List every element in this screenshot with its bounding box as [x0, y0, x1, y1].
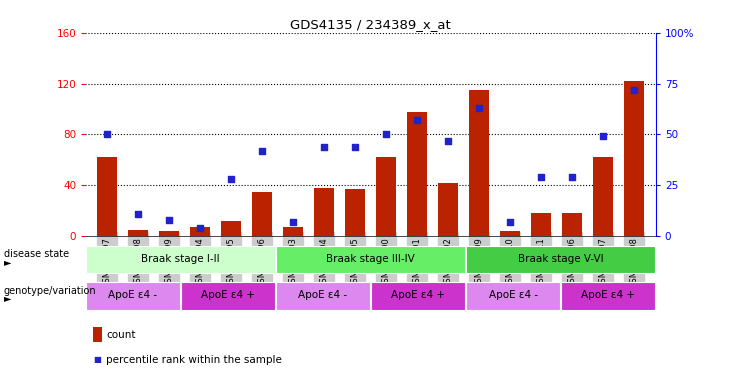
Point [380, 131, 392, 137]
Text: count: count [106, 330, 136, 340]
Text: ApoE ε4 +: ApoE ε4 + [201, 290, 255, 300]
Bar [407, 111, 427, 236]
Bar [276, 282, 370, 310]
Bar [624, 81, 644, 236]
Text: genotype/variation: genotype/variation [4, 286, 96, 296]
Bar [128, 230, 148, 236]
Bar [283, 227, 303, 236]
Text: ApoE ε4 +: ApoE ε4 + [391, 290, 445, 300]
Point [504, 219, 516, 225]
Title: GDS4135 / 234389_x_at: GDS4135 / 234389_x_at [290, 18, 451, 31]
Bar [466, 282, 560, 310]
Text: Braak stage III-IV: Braak stage III-IV [326, 254, 415, 264]
Text: ■: ■ [93, 355, 101, 364]
Bar [500, 231, 520, 236]
Bar [562, 213, 582, 236]
Text: ►: ► [4, 293, 11, 303]
Bar [314, 188, 334, 236]
Text: disease state: disease state [4, 249, 69, 259]
Text: ApoE ε4 -: ApoE ε4 - [488, 290, 538, 300]
Point [442, 137, 454, 144]
Text: percentile rank within the sample: percentile rank within the sample [106, 355, 282, 365]
Bar [97, 157, 117, 236]
Point [566, 174, 578, 180]
Point [225, 176, 237, 182]
Point [132, 211, 144, 217]
Point [597, 133, 609, 139]
Point [287, 219, 299, 225]
Bar [159, 231, 179, 236]
Bar [181, 282, 275, 310]
Bar [593, 157, 613, 236]
Bar [221, 221, 241, 236]
Bar [562, 282, 655, 310]
Point [535, 174, 547, 180]
Text: Braak stage V-VI: Braak stage V-VI [518, 254, 603, 264]
Text: ►: ► [4, 257, 11, 267]
Point [194, 225, 206, 231]
Bar [376, 157, 396, 236]
Bar [86, 282, 179, 310]
Point [256, 147, 268, 154]
Point [473, 105, 485, 111]
Bar [190, 227, 210, 236]
Bar [86, 246, 275, 273]
Bar [276, 246, 465, 273]
Bar [466, 246, 655, 273]
Bar [371, 282, 465, 310]
Point [411, 117, 423, 123]
Point [318, 144, 330, 150]
Bar [469, 90, 489, 236]
Bar [531, 213, 551, 236]
Bar [345, 189, 365, 236]
Point [628, 86, 640, 93]
Point [101, 131, 113, 137]
Text: ApoE ε4 -: ApoE ε4 - [299, 290, 348, 300]
Bar [438, 183, 458, 236]
Text: ApoE ε4 +: ApoE ε4 + [581, 290, 635, 300]
Bar [252, 192, 272, 236]
Point [349, 144, 361, 150]
Text: Braak stage I-II: Braak stage I-II [141, 254, 219, 264]
Point [163, 217, 175, 223]
Text: ApoE ε4 -: ApoE ε4 - [108, 290, 157, 300]
